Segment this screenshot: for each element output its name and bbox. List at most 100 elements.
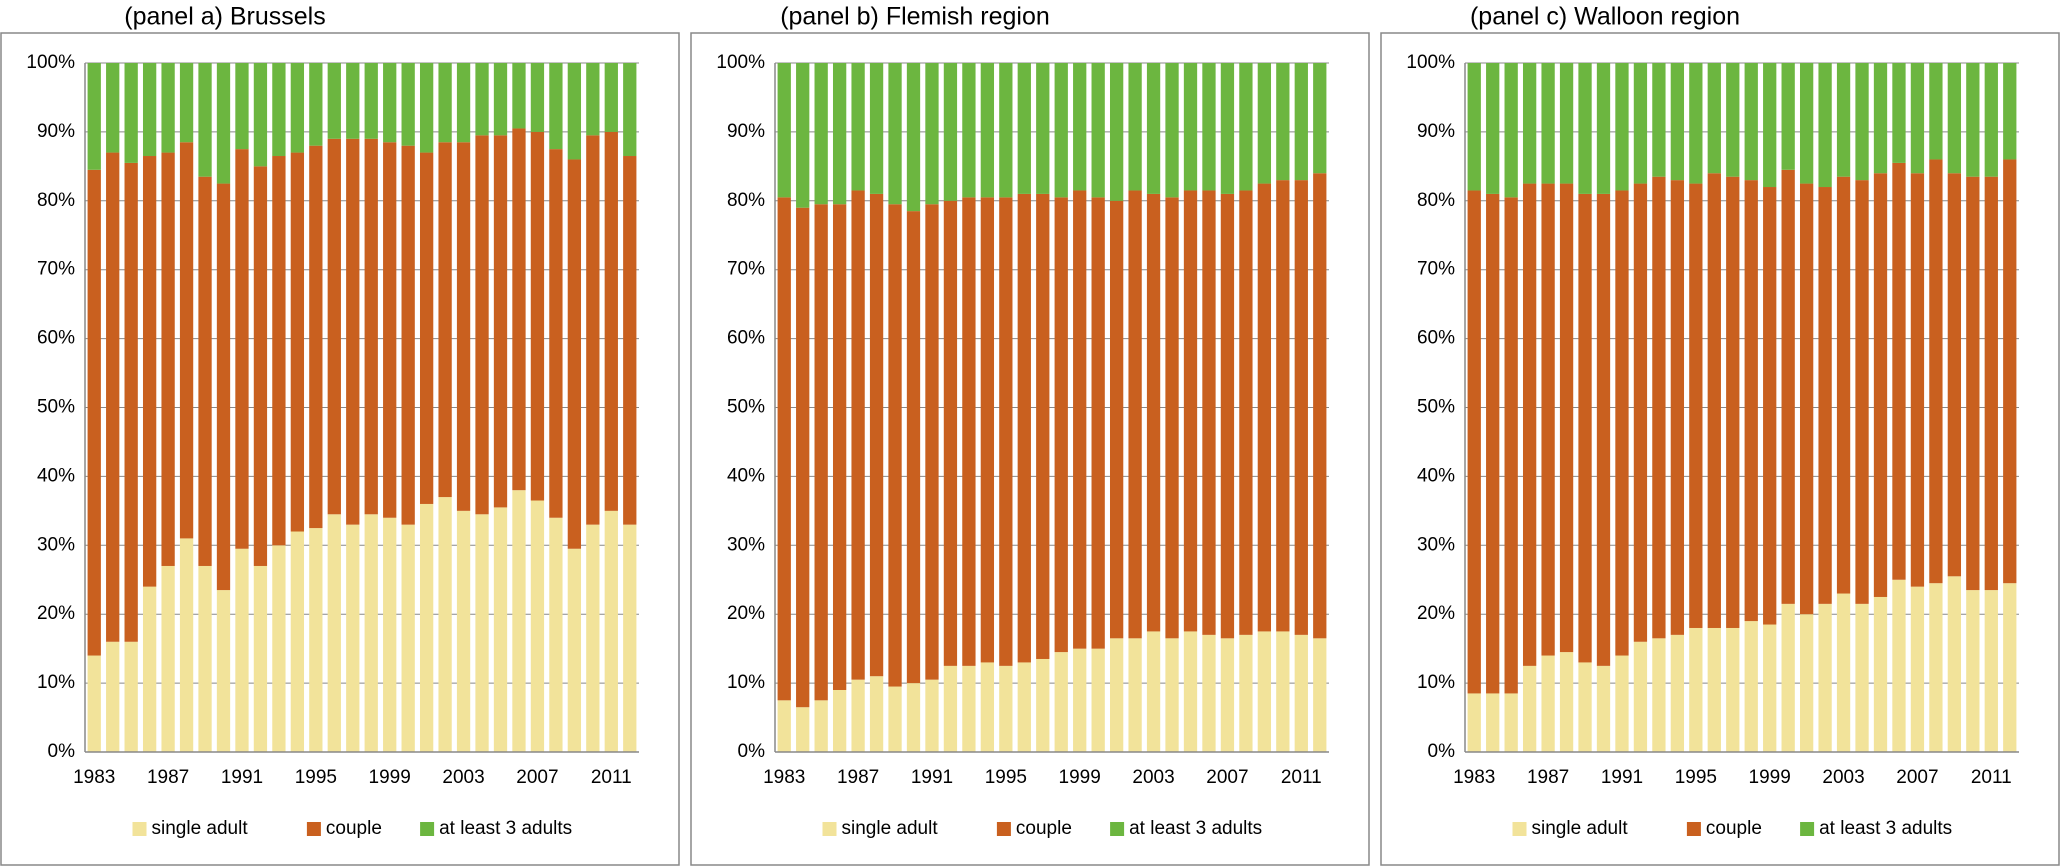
bar-segment [456, 142, 471, 511]
bar-segment [1781, 169, 1795, 604]
bar-segment [1541, 183, 1555, 656]
x-tick-label: 1991 [1601, 767, 1643, 788]
bar-segment [1744, 621, 1758, 752]
x-tick-label: 1983 [763, 767, 805, 788]
x-tick-label: 1995 [985, 767, 1027, 788]
bar-segment [309, 63, 323, 146]
bar-segment [512, 63, 526, 129]
y-tick-label: 80% [1417, 190, 1455, 211]
legend-label: at least 3 adults [1129, 818, 1262, 839]
bar-segment [1726, 176, 1740, 628]
bar-segment [851, 679, 865, 752]
bar-segment [1220, 63, 1235, 194]
bar-segment [198, 565, 212, 752]
bar-segment [1910, 173, 1925, 587]
bar-segment [623, 63, 637, 157]
bar-segment [777, 700, 791, 752]
bar-segment [1873, 63, 1888, 174]
bar-segment [586, 135, 600, 525]
y-tick-label: 0% [1428, 741, 1456, 762]
y-tick-label: 20% [727, 603, 765, 624]
bar-segment [142, 586, 157, 752]
bar-segment [2003, 159, 2017, 584]
bar-segment [1183, 63, 1198, 191]
bar-segment [586, 524, 600, 752]
bar-segment [1313, 173, 1327, 639]
legend-label: single adult [1532, 818, 1629, 839]
bar-segment [567, 548, 582, 752]
bar-segment [1091, 197, 1105, 649]
panel-border [1380, 32, 2060, 866]
bar-segment [1818, 63, 1832, 188]
bar-segment [1239, 190, 1253, 635]
bar-segment [1054, 652, 1068, 752]
bar-segment [1073, 63, 1087, 191]
x-tick-label: 1983 [1453, 767, 1495, 788]
bar-segment [623, 524, 637, 752]
bar-segment [161, 565, 175, 752]
bar-segment [980, 662, 995, 752]
bar-segment [1763, 63, 1777, 188]
bar-segment [549, 517, 563, 752]
bar-segment [1836, 593, 1851, 752]
bar-segment [216, 183, 231, 591]
bar-segment [1486, 63, 1500, 194]
bar-segment [1966, 176, 1980, 591]
bar-segment [106, 152, 120, 642]
bar-segment [1109, 638, 1124, 752]
x-tick-label: 2003 [442, 767, 484, 788]
bar-segment [1091, 63, 1105, 198]
bar-segment [327, 138, 341, 515]
bar-segment [530, 63, 545, 132]
bar-segment [1017, 193, 1031, 663]
bar-segment [888, 204, 902, 687]
bar-segment [272, 63, 286, 157]
bar-segment [1073, 648, 1087, 752]
bar-segment [1073, 190, 1087, 649]
bar-segment [401, 145, 415, 525]
bar-segment [253, 565, 268, 752]
bar-segment [1054, 197, 1068, 653]
bar-segment [980, 197, 995, 663]
bar-segment [814, 204, 828, 701]
bar-segment [216, 590, 231, 752]
y-tick-label: 30% [1417, 534, 1455, 555]
bar-segment [796, 207, 810, 708]
x-tick-label: 1999 [1059, 767, 1101, 788]
y-tick-label: 10% [727, 672, 765, 693]
bar-segment [124, 63, 138, 163]
bar-segment [1689, 627, 1703, 752]
bar-segment [906, 211, 921, 684]
bar-segment [962, 197, 976, 666]
bar-segment [1294, 634, 1308, 752]
bar-segment [1929, 159, 1943, 584]
y-tick-label: 90% [37, 121, 75, 142]
bar-segment [851, 190, 865, 680]
bar-segment [1781, 603, 1795, 752]
y-tick-label: 70% [1417, 259, 1455, 280]
bar-segment [309, 145, 323, 529]
x-tick-label: 1983 [73, 767, 115, 788]
bar-segment [364, 514, 378, 752]
bar-segment [604, 510, 618, 752]
bar-segment [106, 63, 120, 153]
bar-segment [2003, 583, 2017, 752]
legend-label: single adult [152, 818, 249, 839]
bar-segment [419, 503, 434, 752]
bar-segment [943, 200, 958, 666]
bar-segment [1165, 638, 1179, 752]
bar-segment [198, 176, 212, 566]
bar-segment [999, 665, 1013, 752]
bar-segment [943, 63, 958, 201]
bar-segment [290, 531, 305, 752]
y-tick-label: 60% [727, 328, 765, 349]
bar-segment [1017, 63, 1031, 194]
bar-segment [1146, 631, 1161, 752]
y-tick-label: 10% [1417, 672, 1455, 693]
bar-segment [999, 63, 1013, 198]
bar-segment [179, 63, 194, 143]
bar-segment [1929, 583, 1943, 752]
bar-segment [1313, 638, 1327, 752]
bar-segment [512, 128, 526, 491]
bar-segment [161, 152, 175, 566]
